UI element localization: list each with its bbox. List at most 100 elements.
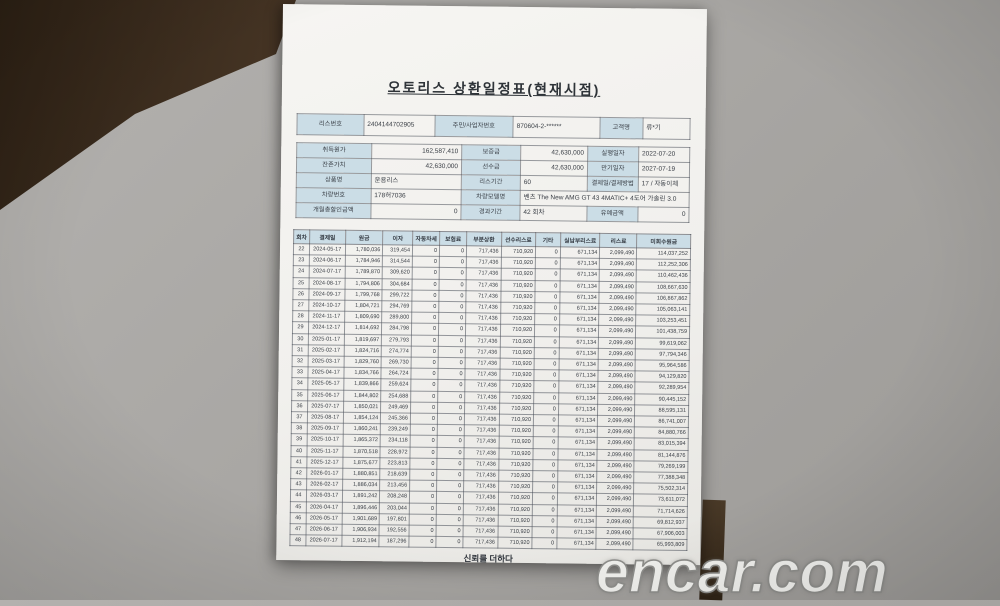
car-number-value: 178허7036 [370,188,462,205]
schedule-cell: 99,619,062 [635,337,690,350]
schedule-cell: 2024-05-17 [309,243,346,256]
schedule-cell: 0 [532,504,558,516]
pay-method-value: 17 / 자동이체 [638,176,690,193]
repayment-schedule-table: 회차 결제일 원금 이자 자동차세 보험료 부분상환 선수리스료 기타 실납부리… [289,229,691,551]
schedule-cell: 254,688 [380,390,411,402]
schedule-cell: 81,144,876 [634,449,689,462]
schedule-cell: 671,134 [557,482,598,494]
schedule-cell: 218,639 [379,468,410,481]
schedule-cell: 269,730 [381,356,412,369]
schedule-cell: 0 [532,526,557,539]
schedule-cell: 0 [532,459,558,471]
schedule-cell: 25 [293,277,310,289]
schedule-cell: 289,800 [381,311,412,324]
schedule-cell: 717,436 [466,256,501,269]
schedule-cell: 2,099,490 [596,516,634,528]
schedule-cell: 1,829,760 [343,356,382,368]
schedule-cell: 2,099,490 [596,493,634,506]
schedule-cell: 0 [532,481,558,494]
schedule-cell: 35 [291,389,308,401]
schedule-cell: 2,099,490 [598,348,636,360]
col-header-principal: 원금 [345,230,384,245]
schedule-cell: 0 [534,358,559,371]
schedule-cell: 671,134 [558,381,599,394]
lease-number-label: 리스번호 [296,113,364,136]
schedule-cell: 101,438,759 [635,326,690,339]
schedule-cell: 710,920 [498,481,533,494]
schedule-cell: 0 [534,302,560,315]
schedule-cell: 0 [411,345,439,358]
schedule-cell: 2024-09-17 [308,288,345,301]
schedule-cell: 0 [534,347,560,359]
schedule-cell: 717,436 [463,481,499,493]
schedule-cell: 106,867,862 [636,292,690,305]
schedule-cell: 48 [289,534,306,547]
schedule-cell: 671,134 [556,526,597,539]
schedule-cell: 94,129,820 [635,371,690,383]
schedule-cell: 0 [437,435,465,448]
schedule-cell: 34 [291,378,308,390]
schedule-cell: 710,920 [497,526,533,538]
lease-schedule-document: 오토리스 상환일정표(현재시점) 리스번호 2404144702905 주민/사… [276,4,707,566]
schedule-cell: 717,436 [465,357,500,370]
schedule-cell: 28 [292,310,309,323]
schedule-cell: 2026-01-17 [306,467,343,480]
schedule-cell: 2025-08-17 [307,411,344,424]
schedule-cell: 2,099,490 [598,314,637,327]
schedule-cell: 717,436 [463,514,498,527]
schedule-cell: 110,462,436 [636,270,691,283]
schedule-cell: 717,436 [464,368,500,381]
schedule-cell: 2,099,490 [599,280,637,293]
schedule-cell: 0 [412,278,440,291]
schedule-cell: 671,134 [557,426,598,438]
schedule-cell: 0 [437,424,465,437]
schedule-cell: 304,684 [382,278,413,290]
schedule-cell: 1,789,870 [344,266,383,279]
schedule-cell: 1,891,242 [342,490,380,503]
schedule-cell: 710,920 [499,347,535,359]
schedule-cell: 46 [290,512,307,524]
schedule-cell: 0 [437,379,465,392]
maturity-date-value: 2027-07-19 [638,161,690,178]
schedule-cell: 0 [410,379,438,392]
schedule-cell: 234,118 [380,435,411,447]
col-header-car-tax: 자동차세 [412,231,440,246]
schedule-cell: 2026-06-17 [305,523,342,536]
schedule-cell: 671,134 [556,538,597,550]
schedule-cell: 2,099,490 [597,449,635,461]
schedule-cell: 710,920 [499,380,535,393]
schedule-cell: 2,099,490 [597,415,635,428]
schedule-cell: 2026-04-17 [306,501,343,514]
schedule-cell: 69,812,937 [633,516,688,529]
schedule-cell: 710,920 [499,403,534,415]
schedule-cell: 671,134 [560,246,600,259]
grace-amount-label: 유예금액 [586,206,638,222]
schedule-cell: 79,269,199 [634,460,688,473]
schedule-cell: 0 [411,289,440,302]
schedule-cell: 1,912,194 [341,535,380,548]
schedule-cell: 0 [409,525,437,537]
schedule-cell: 0 [534,336,560,348]
deposit-label: 보증금 [461,144,521,161]
schedule-cell: 36 [291,400,308,412]
schedule-cell: 1,844,802 [343,389,382,402]
schedule-cell: 717,436 [463,525,498,538]
schedule-cell: 2,099,490 [596,505,634,517]
schedule-cell: 0 [534,291,560,303]
schedule-cell: 2024-10-17 [308,299,345,312]
schedule-cell: 0 [439,267,467,280]
schedule-cell: 1,850,021 [343,401,381,413]
schedule-cell: 1,860,241 [342,423,381,436]
schedule-cell: 2026-07-17 [305,535,342,547]
schedule-cell: 37 [291,411,308,424]
schedule-cell: 717,436 [463,503,498,516]
schedule-cell: 671,134 [559,336,599,349]
schedule-cell: 0 [409,480,437,492]
schedule-cell: 717,436 [463,458,499,471]
schedule-cell: 671,134 [557,459,598,472]
schedule-cell: 284,798 [381,323,412,335]
schedule-cell: 0 [409,469,437,481]
maturity-date-label: 만기일자 [587,161,639,177]
schedule-cell: 2024-11-17 [308,311,345,323]
schedule-cell: 1,784,946 [344,255,383,268]
